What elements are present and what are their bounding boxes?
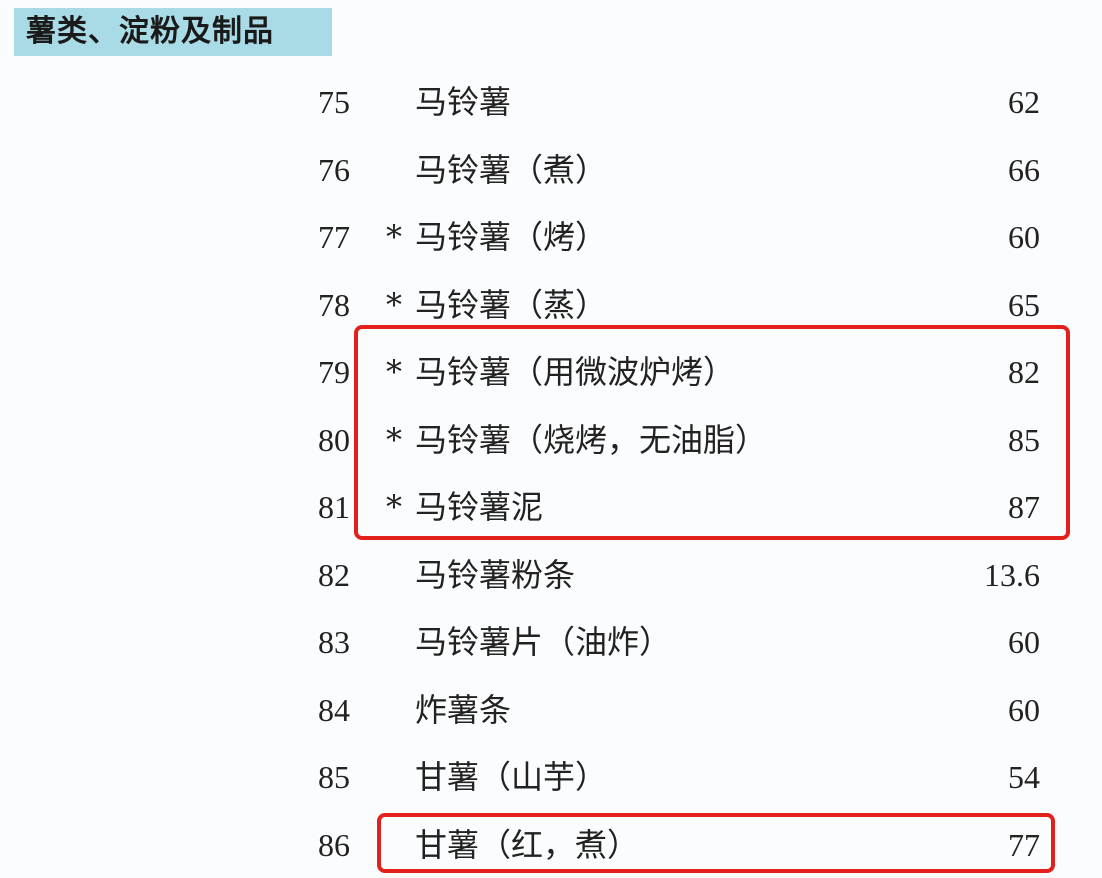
food-name: 马铃薯（煮） bbox=[415, 150, 608, 189]
food-name: 炸薯条 bbox=[415, 690, 512, 729]
row-number: 77 bbox=[318, 219, 350, 255]
asterisk-mark: * bbox=[386, 488, 402, 526]
gi-value: 66 bbox=[1008, 151, 1040, 188]
table-row: 84 炸薯条 60 bbox=[0, 680, 1102, 740]
gi-value: 60 bbox=[1008, 691, 1040, 728]
food-name: 马铃薯（用微波炉烤） bbox=[415, 353, 736, 391]
asterisk-mark: * bbox=[386, 420, 402, 459]
row-number: 76 bbox=[318, 151, 350, 188]
table-row: 83 马铃薯片（油炸） 60 bbox=[0, 612, 1102, 672]
table-row: 82 马铃薯粉条 13.6 bbox=[0, 545, 1102, 605]
row-number: 78 bbox=[318, 286, 350, 323]
row-number: 83 bbox=[318, 624, 350, 660]
row-number: 85 bbox=[318, 759, 350, 795]
food-name: 马铃薯 bbox=[415, 83, 512, 121]
gi-value: 77 bbox=[1008, 826, 1040, 863]
food-name: 马铃薯（蒸） bbox=[415, 285, 608, 324]
row-number: 80 bbox=[318, 421, 350, 458]
food-name: 马铃薯（烤） bbox=[415, 218, 608, 256]
row-number: 86 bbox=[318, 826, 350, 863]
row-number: 84 bbox=[318, 691, 350, 728]
gi-value: 85 bbox=[1008, 421, 1040, 458]
table-row: 75 马铃薯 62 bbox=[0, 72, 1102, 132]
gi-value: 87 bbox=[1008, 489, 1040, 525]
table-row: 79 * 马铃薯（用微波炉烤） 82 bbox=[0, 342, 1102, 402]
gi-value: 54 bbox=[1008, 759, 1040, 795]
asterisk-mark: * bbox=[386, 353, 402, 391]
table-row: 85 甘薯（山芋） 54 bbox=[0, 747, 1102, 807]
gi-value: 60 bbox=[1008, 624, 1040, 660]
row-number: 75 bbox=[318, 84, 350, 120]
gi-value: 65 bbox=[1008, 286, 1040, 323]
table-row: 81 * 马铃薯泥 87 bbox=[0, 477, 1102, 537]
gi-value: 13.6 bbox=[984, 556, 1040, 593]
row-number: 79 bbox=[318, 354, 350, 390]
section-title: 薯类、淀粉及制品 bbox=[14, 8, 332, 56]
table-row: 86 甘薯（红，煮） 77 bbox=[0, 815, 1102, 875]
gi-value: 82 bbox=[1008, 354, 1040, 390]
asterisk-mark: * bbox=[386, 285, 402, 324]
food-name: 甘薯（红，煮） bbox=[415, 825, 640, 864]
row-number: 81 bbox=[318, 489, 350, 525]
food-name: 马铃薯（烧烤，无油脂） bbox=[415, 420, 768, 459]
food-name: 马铃薯泥 bbox=[415, 488, 544, 526]
table-row: 78 * 马铃薯（蒸） 65 bbox=[0, 275, 1102, 335]
row-number: 82 bbox=[318, 556, 350, 593]
table-row: 77 * 马铃薯（烤） 60 bbox=[0, 207, 1102, 267]
food-name: 甘薯（山芋） bbox=[415, 758, 608, 796]
gi-value: 62 bbox=[1008, 84, 1040, 120]
food-name: 马铃薯粉条 bbox=[415, 555, 576, 594]
highlight-box-row-86 bbox=[377, 813, 1055, 873]
table-row: 80 * 马铃薯（烧烤，无油脂） 85 bbox=[0, 410, 1102, 470]
gi-value: 60 bbox=[1008, 219, 1040, 255]
food-name: 马铃薯片（油炸） bbox=[415, 623, 672, 661]
table-row: 76 马铃薯（煮） 66 bbox=[0, 140, 1102, 200]
highlight-box-rows-79-81 bbox=[354, 325, 1070, 540]
asterisk-mark: * bbox=[386, 218, 402, 256]
